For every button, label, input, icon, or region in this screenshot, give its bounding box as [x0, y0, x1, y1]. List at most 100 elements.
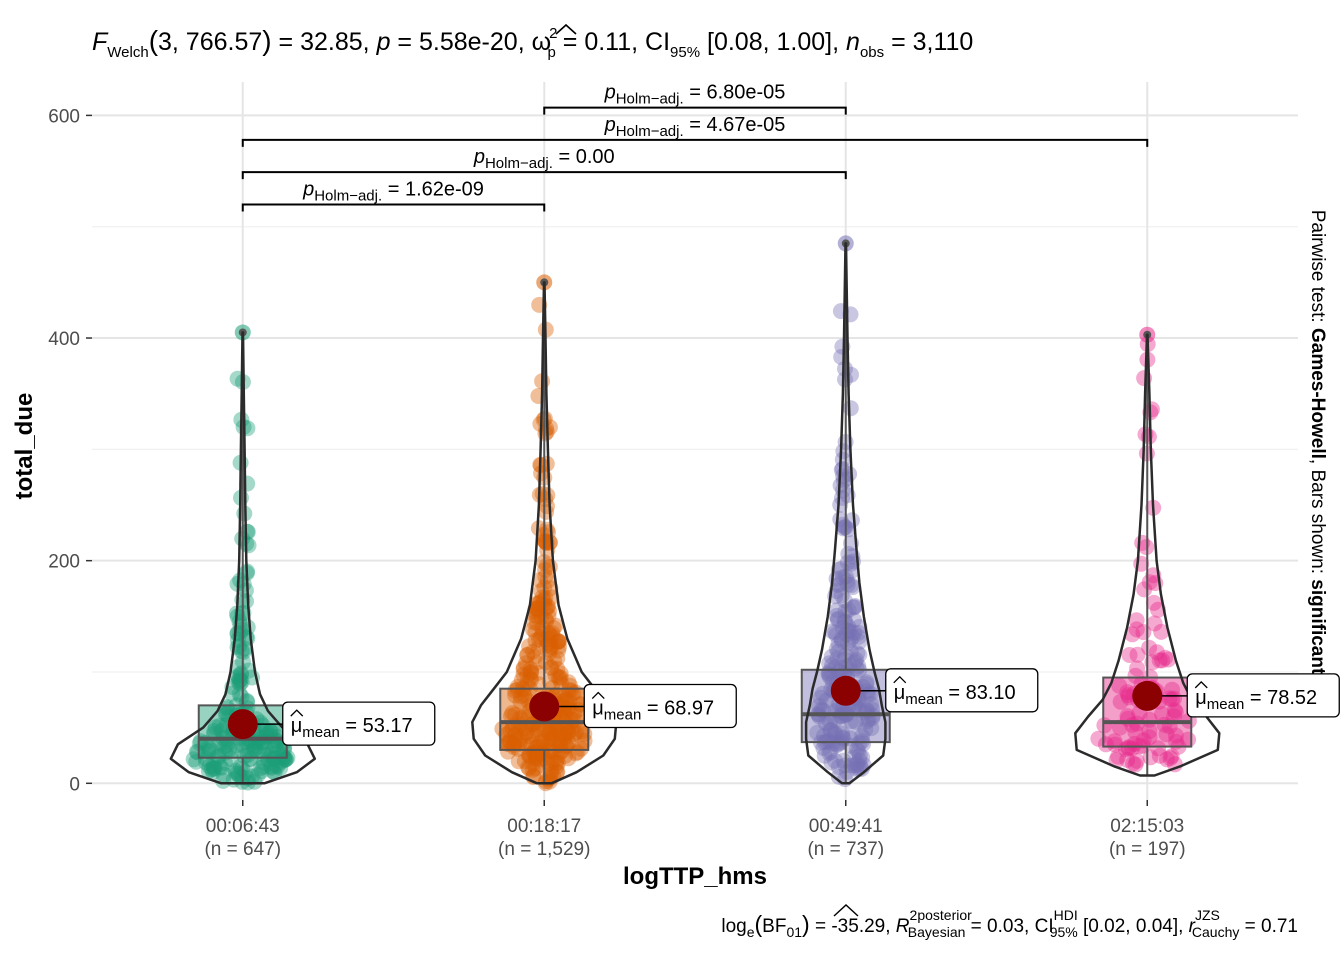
data-point: [1148, 644, 1165, 661]
violin-outline: [169, 331, 317, 785]
data-point: [210, 748, 227, 764]
data-point: [1167, 727, 1184, 744]
data-point: [834, 725, 851, 742]
data-point: [845, 612, 862, 628]
data-point: [530, 520, 547, 537]
data-point: [1162, 750, 1179, 767]
data-point: [563, 682, 579, 699]
data-point: [550, 668, 567, 685]
data-point: [847, 713, 864, 730]
data-point: [549, 751, 565, 768]
omega-hat: [555, 23, 577, 35]
data-point: [1135, 732, 1152, 749]
data-point: [246, 737, 263, 754]
data-point: [537, 534, 554, 550]
data-point: [543, 755, 559, 772]
data-point: [555, 734, 572, 751]
data-point: [1154, 706, 1170, 723]
data-point: [513, 672, 530, 689]
data-point: [537, 589, 554, 606]
data-point: [237, 764, 254, 780]
data-point: [549, 633, 566, 650]
data-point: [1151, 747, 1168, 764]
data-point: [839, 635, 856, 652]
data-point: [243, 768, 260, 785]
mu-hat: [1194, 680, 1208, 689]
data-point: [519, 667, 536, 684]
data-point: [822, 714, 838, 731]
data-point: [522, 664, 539, 681]
mu-hat: [290, 709, 304, 717]
data-point: [824, 735, 841, 752]
mean-label: μmean = 78.52: [1195, 687, 1317, 713]
data-point: [827, 624, 844, 641]
data-point: [848, 660, 865, 677]
data-point: [1163, 748, 1180, 765]
data-point: [823, 722, 840, 739]
data-point: [515, 659, 532, 676]
data-point: [843, 713, 860, 730]
data-point: [1146, 615, 1163, 632]
data-point: [203, 761, 220, 778]
data-point: [215, 766, 232, 783]
data-point: [552, 669, 569, 686]
data-point: [534, 757, 551, 774]
data-point: [205, 757, 222, 774]
data-point: [241, 751, 258, 767]
data-point: [1119, 751, 1136, 768]
data-point: [834, 451, 851, 468]
data-point: [848, 652, 865, 669]
data-point: [549, 660, 566, 677]
data-point: [537, 612, 554, 629]
mean-label: μmean = 83.10: [894, 682, 1016, 708]
data-point: [545, 619, 562, 636]
data-point: [839, 622, 856, 639]
data-point: [276, 752, 293, 769]
data-point: [541, 626, 558, 643]
data-point: [830, 758, 847, 775]
x-axis-title: logTTP_hms: [623, 863, 767, 890]
data-point: [527, 607, 543, 623]
data-point: [854, 749, 871, 766]
data-point: [494, 720, 511, 737]
data-point: [829, 737, 846, 754]
data-point: [500, 743, 517, 760]
data-point: [1153, 623, 1170, 640]
data-point: [518, 724, 535, 741]
data-point: [510, 740, 526, 757]
data-point: [855, 757, 872, 773]
pairwise-label: pHolm−adj. = 1.62e-09: [302, 178, 484, 204]
data-point: [510, 753, 527, 770]
data-point: [1160, 651, 1177, 668]
data-point: [844, 628, 861, 645]
data-point: [559, 700, 576, 717]
x-tick-label: 00:06:43: [206, 816, 280, 837]
data-point: [568, 724, 585, 741]
data-point: [269, 758, 286, 775]
data-point: [234, 737, 251, 754]
data-point: [206, 760, 223, 777]
data-point: [541, 773, 558, 790]
mean-label: μmean = 53.17: [291, 715, 413, 741]
data-point: [232, 758, 249, 775]
data-point: [556, 747, 573, 764]
data-point: [1150, 740, 1167, 757]
data-point: [850, 628, 867, 645]
data-point: [1141, 574, 1158, 591]
data-point: [542, 740, 559, 757]
data-point: [556, 704, 573, 720]
data-point: [528, 748, 544, 765]
y-tick-label: 0: [69, 774, 80, 795]
data-point: [831, 576, 847, 593]
bayes-caption: loge(BF01) = -35.29, R2posterior Bayesian…: [721, 907, 1298, 940]
mean-point: [227, 709, 258, 740]
data-point: [537, 600, 554, 617]
data-point: [526, 744, 543, 761]
data-point: [851, 752, 868, 769]
data-point: [540, 725, 557, 741]
data-point: [551, 732, 568, 749]
data-point: [529, 608, 545, 625]
data-point: [1128, 752, 1145, 769]
data-point: [834, 619, 851, 636]
data-point: [1127, 667, 1144, 684]
